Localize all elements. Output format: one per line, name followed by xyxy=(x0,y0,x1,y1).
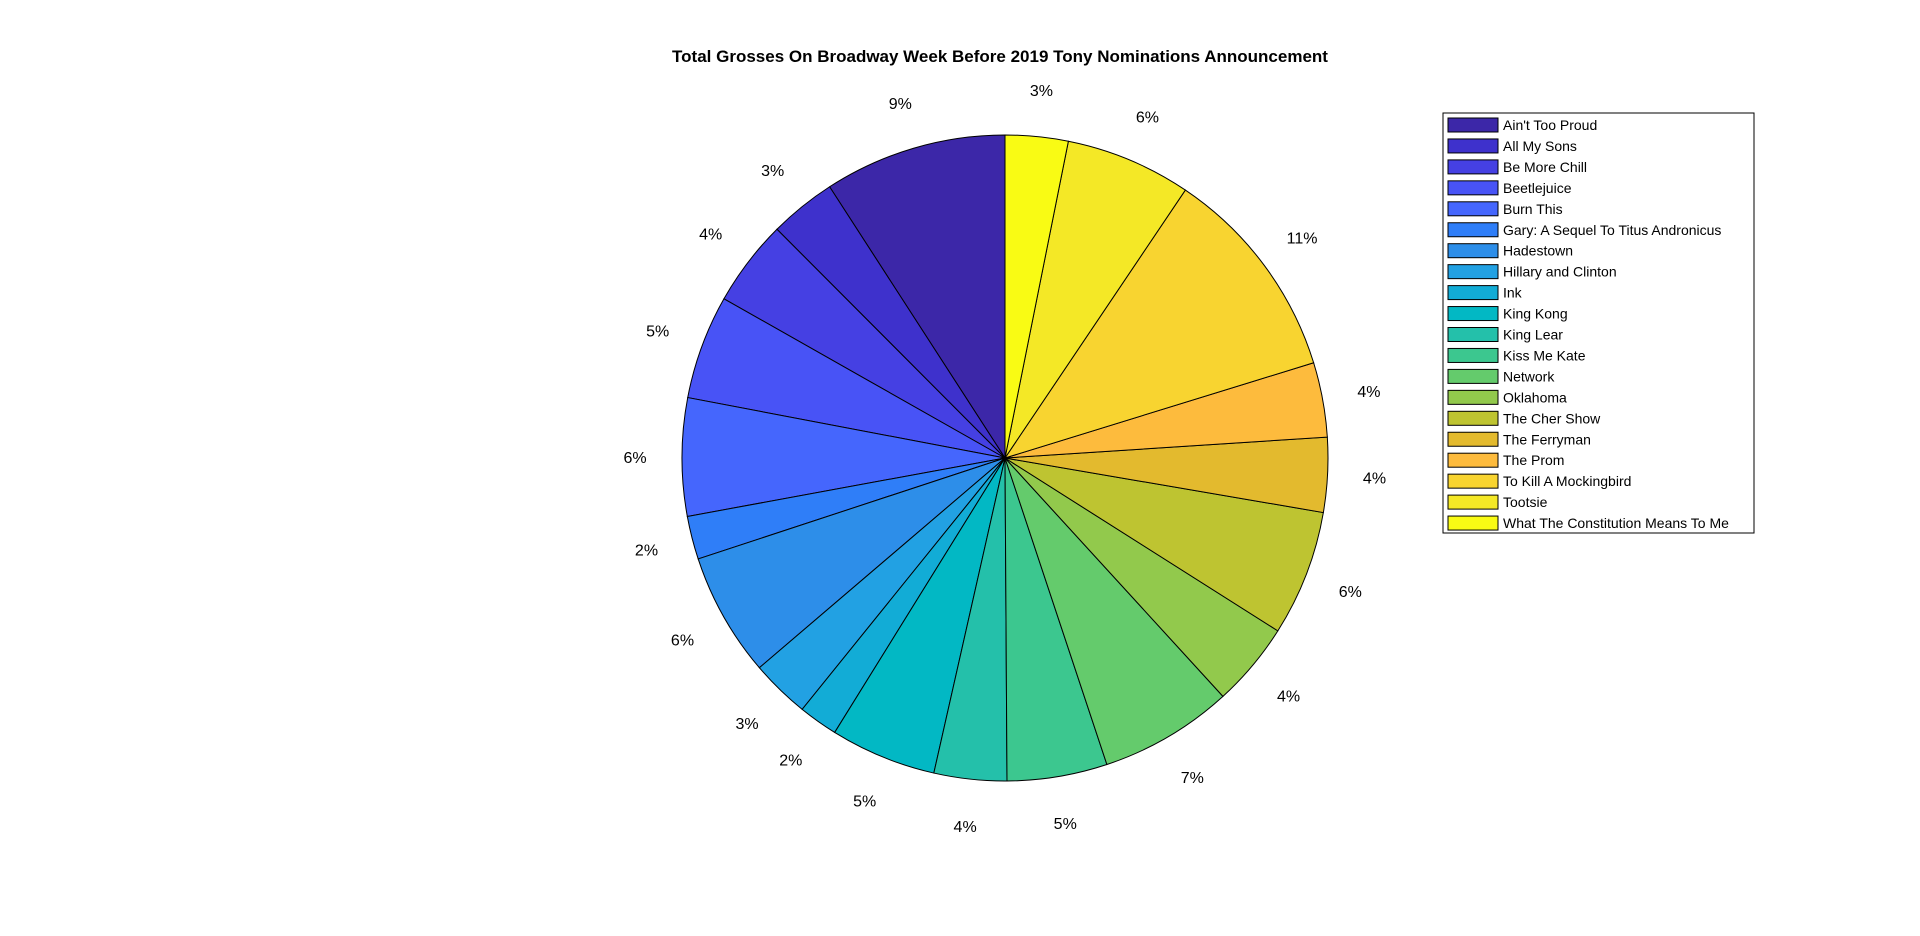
legend-label: To Kill A Mockingbird xyxy=(1503,473,1631,489)
pie-slice xyxy=(1003,189,1315,459)
legend-swatch xyxy=(1447,347,1499,363)
pie-slice xyxy=(1004,457,1324,632)
legend-label: Network xyxy=(1503,368,1555,384)
legend-swatch xyxy=(1447,285,1499,301)
legend-label: Ink xyxy=(1503,285,1523,301)
legend-swatch xyxy=(1447,389,1499,405)
legend-label: Kiss Me Kate xyxy=(1503,347,1586,363)
slice-percent-label: 5% xyxy=(853,793,876,810)
legend-label: Ain't Too Proud xyxy=(1503,117,1597,133)
slice-percent-label: 7% xyxy=(1181,770,1204,787)
pie-slice xyxy=(697,457,1006,669)
slice-percent-label: 9% xyxy=(889,96,912,113)
legend-label: Burn This xyxy=(1503,201,1563,217)
legend: Ain't Too Proud All My Sons Be More Chill B… xyxy=(1442,112,1755,534)
slice-percent-label: 5% xyxy=(646,323,669,340)
legend-swatch xyxy=(1447,431,1499,447)
legend-label: King Kong xyxy=(1503,306,1568,322)
legend-swatch xyxy=(1447,180,1499,196)
slice-percent-label: 4% xyxy=(954,819,977,836)
pie-percent-labels: 9% 3% 4% 5% 6% 2% 6% 3% 2% 5% 4% 5% 7% 4% 6% 4% 4% 11% 6% 3… xyxy=(623,83,1386,836)
slice-percent-label: 3% xyxy=(761,163,784,180)
slice-percent-label: 3% xyxy=(1030,83,1053,100)
slice-percent-label: 11% xyxy=(1287,230,1318,247)
legend-swatch xyxy=(1447,243,1499,259)
legend-swatch xyxy=(1447,452,1499,468)
legend-swatch xyxy=(1447,264,1499,280)
slice-percent-label: 4% xyxy=(1277,689,1300,706)
legend-swatch xyxy=(1447,494,1499,510)
legend-swatch xyxy=(1447,368,1499,384)
slice-percent-label: 4% xyxy=(699,227,722,244)
slice-percent-label: 6% xyxy=(623,450,646,467)
legend-swatch xyxy=(1447,473,1499,489)
legend-swatch xyxy=(1447,515,1499,531)
legend-swatch xyxy=(1447,327,1499,342)
pie-slice xyxy=(828,134,1006,460)
legend-label: The Prom xyxy=(1503,452,1564,468)
slice-percent-label: 6% xyxy=(1136,109,1159,126)
slice-percent-label: 6% xyxy=(1339,584,1362,601)
legend-label: Hillary and Clinton xyxy=(1503,264,1617,280)
legend-swatch xyxy=(1447,159,1499,175)
legend-swatch xyxy=(1447,222,1499,238)
legend-swatch xyxy=(1447,201,1499,217)
slice-percent-label: 6% xyxy=(671,632,694,649)
legend-swatch xyxy=(1447,410,1499,426)
legend-label: What The Constitution Means To Me xyxy=(1503,515,1729,531)
slice-percent-label: 5% xyxy=(1054,816,1077,833)
legend-swatch xyxy=(1447,117,1499,133)
slice-percent-label: 2% xyxy=(635,543,658,560)
legend-label: The Ferryman xyxy=(1503,431,1591,447)
legend-label: Tootsie xyxy=(1503,494,1548,510)
pie-slice xyxy=(1004,140,1187,459)
legend-label: King Lear xyxy=(1503,327,1563,343)
legend-label: The Cher Show xyxy=(1503,410,1601,426)
legend-label: All My Sons xyxy=(1503,138,1577,154)
legend-box xyxy=(1442,112,1755,534)
slice-percent-label: 4% xyxy=(1357,384,1380,401)
pie-slices xyxy=(681,134,1329,782)
chart-title: Total Grosses On Broadway Week Before 20… xyxy=(672,47,1328,66)
legend-label: Hadestown xyxy=(1503,243,1573,259)
slice-percent-label: 4% xyxy=(1363,470,1386,487)
legend-label: Be More Chill xyxy=(1503,159,1587,175)
slice-percent-label: 3% xyxy=(735,716,758,733)
legend-swatch xyxy=(1447,306,1499,322)
legend-swatch xyxy=(1447,138,1499,154)
pie-slice xyxy=(1004,457,1224,766)
legend-label: Oklahoma xyxy=(1503,389,1567,405)
slice-percent-label: 2% xyxy=(779,753,802,770)
pie-slice xyxy=(1004,134,1069,459)
legend-label: Beetlejuice xyxy=(1503,180,1572,196)
legend-label: Gary: A Sequel To Titus Andronicus xyxy=(1503,222,1721,238)
